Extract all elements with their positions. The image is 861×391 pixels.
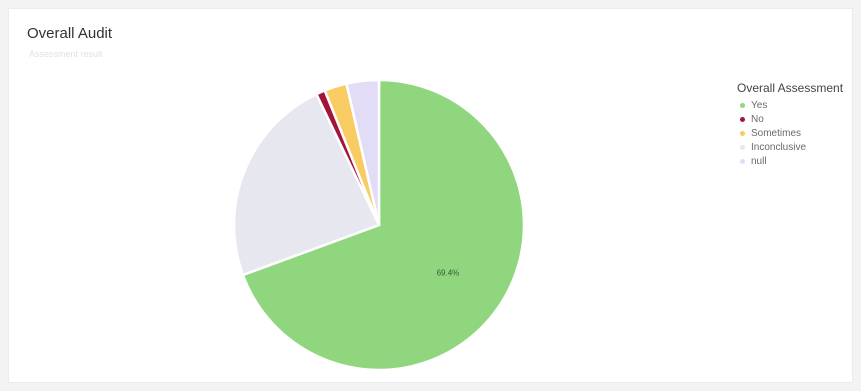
chart-card: Overall Audit Assessment result 69.4% Ov… <box>8 8 853 383</box>
legend: Overall Assessment Yes No Sometimes Inconcl… <box>737 81 843 168</box>
legend-swatch <box>740 116 745 122</box>
pie-slice-yes[interactable] <box>241 78 526 372</box>
pie-chart: 69.4% <box>232 78 526 372</box>
legend-label: No <box>751 113 764 125</box>
legend-items: Yes No Sometimes Inconclusive null <box>737 98 843 168</box>
legend-title: Overall Assessment <box>737 81 844 95</box>
legend-item-yes[interactable]: Yes <box>737 98 843 112</box>
legend-label: Sometimes <box>751 127 802 139</box>
legend-label: Inconclusive <box>751 141 807 153</box>
pie-slice-inconclusive[interactable] <box>232 92 381 277</box>
legend-swatch <box>740 130 745 136</box>
pie-slice-null[interactable] <box>344 78 381 226</box>
chart-title: Overall Audit <box>27 25 113 42</box>
legend-item-null[interactable]: null <box>737 154 843 168</box>
legend-swatch <box>740 102 745 108</box>
legend-label: null <box>751 155 767 167</box>
chart-subtitle: Assessment result <box>29 49 103 59</box>
legend-label: Yes <box>751 99 768 111</box>
slice-label-yes: 69.4% <box>437 268 460 277</box>
legend-item-sometimes[interactable]: Sometimes <box>737 126 843 140</box>
legend-swatch <box>740 158 745 164</box>
legend-swatch <box>740 144 745 150</box>
legend-item-inconclusive[interactable]: Inconclusive <box>737 140 843 154</box>
legend-item-no[interactable]: No <box>737 112 843 126</box>
